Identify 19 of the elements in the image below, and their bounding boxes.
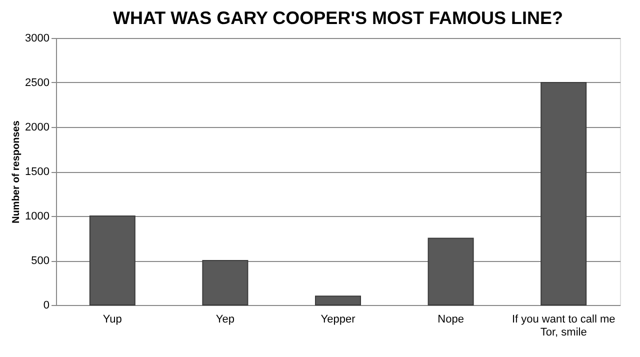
bar [89, 216, 136, 306]
y-tick-label: 2000 [25, 122, 50, 134]
x-tick-label: Yup [102, 314, 122, 326]
x-tick-label: Yepper [320, 314, 356, 326]
chart-title: WHAT WAS GARY COOPER'S MOST FAMOUS LINE? [113, 8, 563, 28]
x-tick-label: If you want to call me Tor, smile [512, 314, 616, 338]
y-axis-title: Number of responses [11, 120, 22, 224]
bar [202, 260, 248, 306]
bar [428, 238, 474, 306]
x-tick-label: Nope [438, 314, 464, 326]
y-tick-label: 1500 [25, 166, 50, 178]
y-tick-label: 0 [43, 300, 50, 312]
bar [540, 82, 587, 306]
x-tick-label: Yep [216, 314, 234, 326]
y-tick-label: 3000 [25, 32, 50, 44]
y-tick-label: 1000 [25, 210, 50, 222]
y-tick-label: 2500 [25, 77, 50, 89]
y-tick-label: 500 [31, 255, 50, 267]
bar [315, 296, 361, 306]
